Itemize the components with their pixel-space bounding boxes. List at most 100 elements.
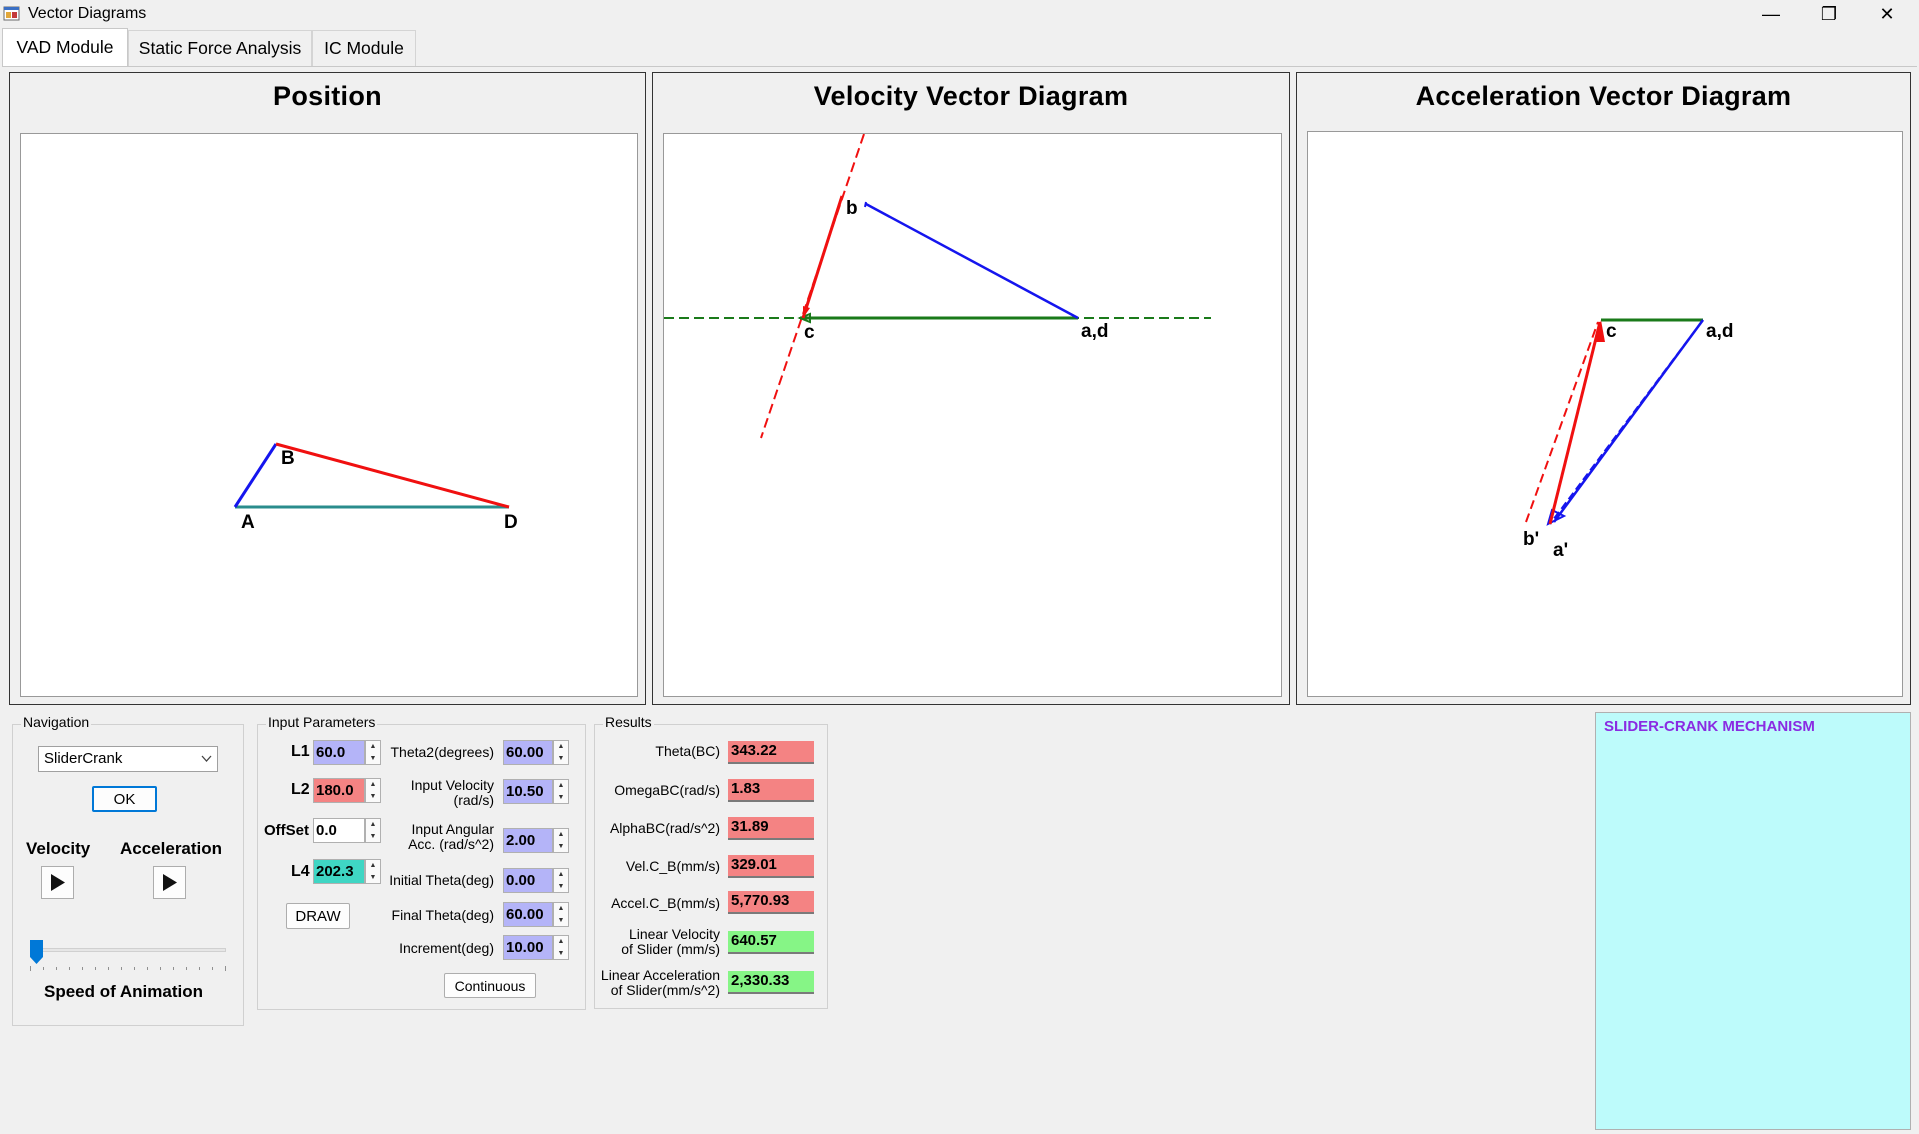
ok-label: OK — [113, 790, 136, 808]
final-theta-spinner[interactable]: ▲ ▼ — [553, 902, 569, 927]
acceleration-title: Acceleration Vector Diagram — [1415, 81, 1792, 111]
continuous-button[interactable]: Continuous — [444, 973, 536, 998]
linear-velocity-label: Linear Velocity of Slider (mm/s) — [596, 927, 720, 957]
initial-theta-spinner[interactable]: ▲ ▼ — [553, 868, 569, 893]
input-velocity-spinner[interactable]: ▲ ▼ — [553, 779, 569, 804]
l4-spinner[interactable]: ▲ ▼ — [365, 859, 381, 884]
chevron-down-icon — [201, 755, 212, 762]
input-velocity-value: 10.50 — [506, 783, 544, 800]
continuous-label: Continuous — [454, 977, 526, 994]
acceleration-canvas: c a,d b' a' — [1307, 131, 1903, 697]
vel-cb-value: 329.01 — [728, 855, 814, 878]
offset-label: OffSet — [264, 822, 309, 839]
navigation-group — [12, 724, 244, 1026]
l2-label: L2 — [291, 781, 310, 798]
acceleration-panel: Acceleration Vector Diagram c a,d b' a' — [1296, 72, 1911, 705]
offset-value: 0.0 — [316, 822, 337, 839]
point-label-a: A — [241, 512, 255, 533]
minimize-button[interactable]: — — [1742, 0, 1800, 28]
mechanism-select-value: SliderCrank — [44, 750, 123, 767]
offset-spinner[interactable]: ▲ ▼ — [365, 818, 381, 843]
acceleration-diagram: c a,d b' a' — [1523, 318, 1733, 561]
offset-input[interactable]: 0.0 — [313, 818, 365, 843]
theta2-input[interactable]: 60.00 — [503, 740, 553, 765]
increment-spinner[interactable]: ▲ ▼ — [553, 935, 569, 960]
velocity-play-button[interactable] — [41, 866, 74, 899]
tab-ic-module[interactable]: IC Module — [312, 30, 416, 66]
velocity-label: Velocity — [26, 839, 91, 858]
position-panel: Position A B D — [9, 72, 646, 705]
l4-label: L4 — [291, 863, 310, 880]
point-label-aprime: a' — [1553, 540, 1568, 561]
tab-static-force-analysis[interactable]: Static Force Analysis — [128, 30, 312, 66]
speed-label: Speed of Animation — [44, 982, 203, 1001]
navigation-group-title: Navigation — [21, 714, 92, 730]
vcb-vector — [801, 195, 844, 319]
l2-input[interactable]: 180.0 — [313, 778, 365, 803]
ab-normal-component — [1549, 319, 1704, 525]
app-icon — [3, 6, 20, 21]
input-parameters-group — [257, 724, 586, 1010]
input-velocity-input[interactable]: 10.50 — [503, 779, 553, 804]
position-canvas: A B D — [20, 133, 638, 697]
crank-link-ab — [233, 443, 278, 508]
speed-slider-thumb[interactable] — [30, 940, 43, 964]
coupler-link-bd — [275, 442, 510, 509]
l2-spinner[interactable]: ▲ ▼ — [365, 778, 381, 803]
mechanism-select[interactable]: SliderCrank — [38, 746, 218, 772]
point-label-c: c — [1606, 321, 1617, 342]
info-text: SLIDER-CRANK MECHANISM — [1604, 718, 1815, 735]
point-label-ad: a,d — [1706, 321, 1733, 342]
input-velocity-label-line1: Input Velocity — [410, 777, 494, 793]
close-icon: ✕ — [1879, 3, 1895, 24]
vb-arrowhead — [864, 201, 867, 208]
l4-input[interactable]: 202.3 — [313, 859, 365, 884]
acceleration-play-button[interactable] — [153, 866, 186, 899]
acceleration-label: Acceleration — [120, 839, 223, 858]
draw-label: DRAW — [295, 907, 341, 925]
point-label-ad: a,d — [1081, 321, 1108, 342]
close-button[interactable]: ✕ — [1858, 0, 1916, 28]
cb-acceleration-arrowhead — [1595, 320, 1605, 342]
input-angular-acc-input[interactable]: 2.00 — [503, 828, 553, 853]
l4-value: 202.3 — [316, 863, 354, 880]
theta2-value: 60.00 — [506, 744, 544, 761]
input-angular-acc-label-line1: Input Angular — [411, 821, 494, 837]
vb-vector — [865, 202, 1079, 320]
point-label-b: B — [281, 448, 295, 469]
minimize-icon: — — [1762, 3, 1780, 24]
title-bar: Vector Diagrams — ❐ ✕ — [0, 0, 1919, 28]
results-group-title: Results — [603, 714, 654, 730]
theta-bc-label: Theta(BC) — [655, 743, 720, 759]
input-angular-acc-label: Input Angular Acc. (rad/s^2) — [380, 822, 494, 852]
theta-bc-value: 343.22 — [728, 741, 814, 764]
tab-vad-module[interactable]: VAD Module — [2, 28, 128, 66]
theta2-label: Theta2(degrees) — [390, 744, 494, 760]
play-icon — [50, 874, 65, 891]
restore-button[interactable]: ❐ — [1800, 0, 1858, 28]
input-angular-acc-value: 2.00 — [506, 832, 536, 849]
l1-spinner[interactable]: ▲ ▼ — [365, 740, 381, 765]
tab-label: VAD Module — [16, 37, 114, 57]
increment-input[interactable]: 10.00 — [503, 935, 553, 960]
linear-acceleration-label: Linear Acceleration of Slider(mm/s^2) — [596, 968, 720, 998]
accel-cb-value: 5,770.93 — [728, 891, 814, 914]
theta2-spinner[interactable]: ▲ ▼ — [553, 740, 569, 765]
linear-acceleration-label-line2: of Slider(mm/s^2) — [610, 982, 720, 998]
speed-slider-track[interactable] — [30, 948, 226, 952]
ok-button[interactable]: OK — [92, 786, 157, 812]
input-velocity-label: Input Velocity (rad/s) — [380, 778, 494, 808]
tab-label: IC Module — [324, 38, 404, 58]
point-label-bprime: b' — [1523, 529, 1539, 550]
velocity-canvas: b c a,d — [663, 133, 1282, 697]
input-angular-acc-spinner[interactable]: ▲ ▼ — [553, 828, 569, 853]
final-theta-input[interactable]: 60.00 — [503, 902, 553, 927]
draw-button[interactable]: DRAW — [286, 903, 350, 929]
velocity-panel: Velocity Vector Diagram b c a,d — [652, 72, 1290, 705]
l1-input[interactable]: 60.0 — [313, 740, 365, 765]
linear-acceleration-value: 2,330.33 — [728, 971, 814, 994]
ab-acceleration-arrowhead — [1546, 508, 1567, 526]
initial-theta-input[interactable]: 0.00 — [503, 868, 553, 893]
position-title: Position — [273, 81, 382, 111]
window-title: Vector Diagrams — [28, 5, 147, 22]
